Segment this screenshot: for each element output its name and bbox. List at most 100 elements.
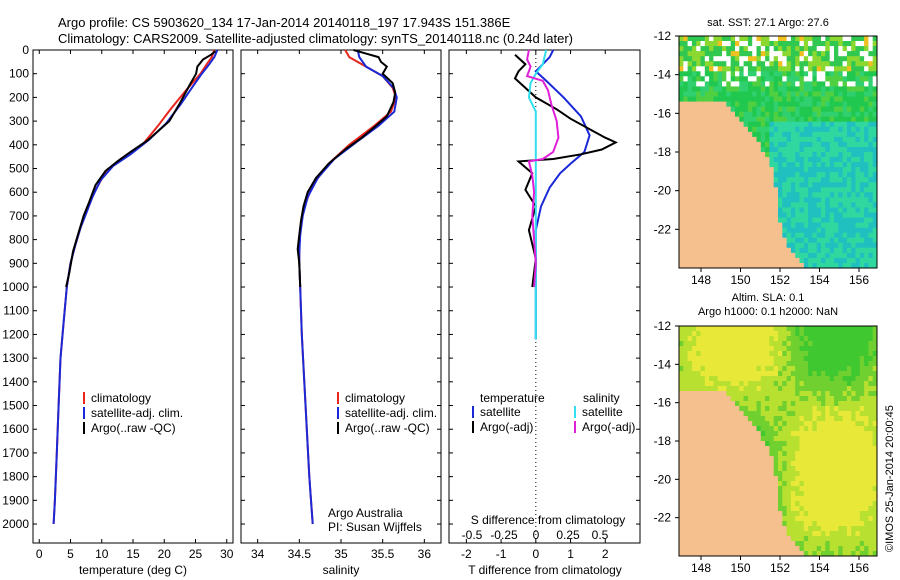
map-cell — [696, 136, 701, 143]
map-cell — [864, 252, 869, 259]
map-cell — [679, 511, 684, 517]
map-cell — [795, 396, 800, 402]
temperature-xlabel: temperature (deg C) — [79, 563, 187, 577]
map-cell — [834, 481, 839, 487]
map-cell — [717, 152, 723, 158]
map-cell — [851, 172, 856, 178]
map-cell — [808, 86, 813, 92]
map-cell — [704, 546, 710, 552]
map-cell — [679, 436, 684, 442]
map-cell — [821, 71, 826, 77]
map-cell — [825, 546, 831, 552]
map-cell — [747, 247, 753, 254]
map-cell — [825, 521, 831, 527]
map-cell — [739, 526, 745, 532]
map-cell — [868, 252, 874, 259]
map-cell — [808, 326, 813, 332]
map-cell — [687, 516, 693, 522]
map-cell — [834, 111, 839, 118]
map-cell — [691, 157, 697, 163]
map-cell — [726, 227, 732, 234]
map-cell — [834, 147, 839, 153]
map-cell — [730, 157, 736, 163]
map-cell — [704, 257, 710, 264]
map-cell — [795, 247, 800, 254]
map-cell — [713, 162, 719, 168]
map-cell — [799, 56, 805, 62]
map-cell — [752, 56, 757, 62]
map-cell — [799, 451, 805, 457]
map-cell — [859, 56, 865, 62]
map-cell — [700, 386, 706, 392]
map-cell — [842, 421, 848, 427]
map-cell — [726, 396, 732, 402]
map-cell — [825, 526, 831, 532]
map-cell — [842, 116, 848, 123]
map-cell — [691, 346, 697, 352]
map-cell — [760, 341, 766, 347]
map-cell — [679, 431, 684, 437]
map-cell — [696, 197, 701, 203]
map-cell — [756, 511, 762, 517]
map-cell — [717, 121, 723, 128]
map-cell — [786, 481, 792, 487]
map-cell — [687, 361, 693, 367]
map-cell — [859, 346, 865, 352]
map-cell — [799, 36, 805, 42]
map-cell — [735, 326, 740, 332]
map-cell — [756, 391, 762, 397]
x-tick-label: 36 — [418, 547, 432, 561]
map-cell — [872, 426, 878, 432]
map-cell — [778, 247, 783, 254]
map-cell — [821, 531, 826, 537]
map-cell — [795, 406, 800, 412]
map-cell — [778, 391, 783, 397]
map-cell — [838, 401, 844, 407]
map-cell — [842, 232, 848, 239]
map-cell — [679, 121, 684, 128]
map-cell — [726, 172, 732, 178]
map-cell — [735, 431, 740, 437]
map-cell — [704, 76, 710, 82]
map-cell — [713, 366, 719, 372]
map-cell — [816, 526, 822, 532]
map-cell — [786, 217, 792, 224]
map-cell — [704, 466, 710, 472]
map-cell — [765, 441, 770, 447]
map-cell — [803, 56, 809, 62]
map-cell — [683, 361, 689, 367]
map-cell — [816, 106, 822, 113]
map-cell — [829, 207, 835, 213]
map-cell — [726, 197, 732, 203]
map-cell — [790, 242, 796, 249]
map-cell — [709, 531, 714, 537]
map-cell — [829, 496, 835, 502]
map-cell — [769, 242, 775, 249]
map-cell — [786, 421, 792, 427]
map-cell — [752, 441, 757, 447]
map-cell — [739, 356, 745, 362]
map-cell — [859, 406, 865, 412]
map-cell — [782, 192, 788, 198]
map-cell — [803, 336, 809, 342]
map-cell — [747, 436, 753, 442]
map-cell — [704, 461, 710, 467]
map-cell — [735, 486, 740, 492]
map-cell — [795, 86, 800, 92]
map-cell — [808, 147, 813, 153]
map-cell — [868, 116, 874, 123]
map-cell — [713, 506, 719, 512]
map-cell — [704, 141, 710, 148]
map-cell — [752, 411, 757, 417]
x-tick-label: 0 — [532, 547, 539, 561]
map-cell — [778, 466, 783, 472]
map-cell — [859, 476, 865, 482]
map-cell — [825, 172, 831, 178]
x-tick-label: 35 — [334, 547, 348, 561]
map-cell — [700, 376, 706, 382]
map-cell — [700, 361, 706, 367]
map-cell — [752, 336, 757, 342]
map-cell — [816, 197, 822, 203]
map-cell — [756, 101, 762, 108]
map-cell — [782, 61, 788, 67]
